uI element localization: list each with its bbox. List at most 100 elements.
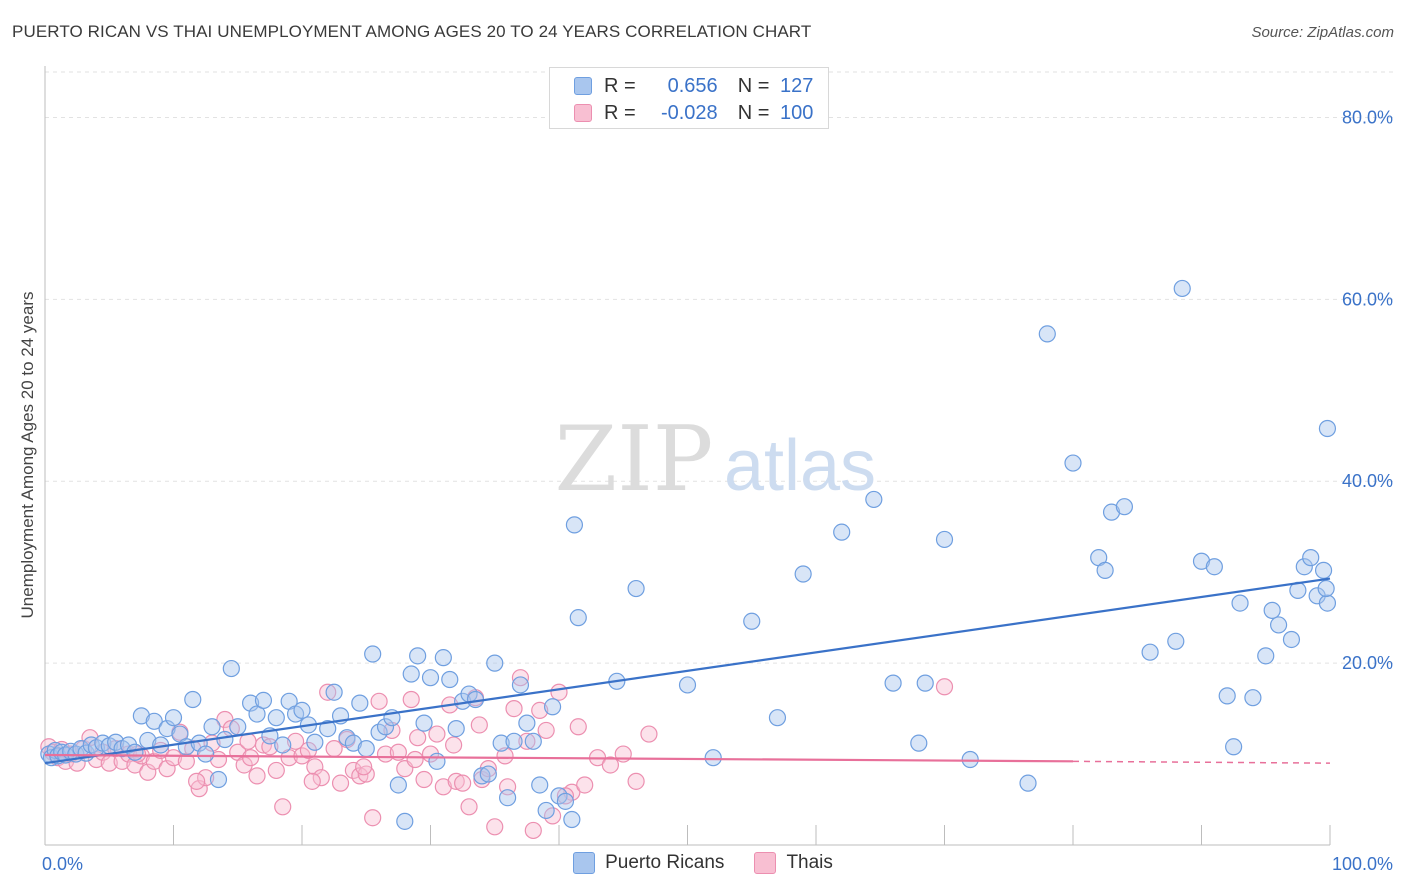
puerto-rican-point xyxy=(351,694,369,712)
puerto-rican-point xyxy=(833,523,851,541)
puerto-rican-point xyxy=(1064,454,1082,472)
puerto-rican-point xyxy=(107,733,125,751)
puerto-rican-point xyxy=(569,609,587,627)
thai-point xyxy=(454,774,472,792)
puerto-rican-point xyxy=(743,612,761,630)
r-label: R = xyxy=(604,74,636,97)
thai-point xyxy=(537,721,555,740)
thai-point xyxy=(197,769,215,787)
puerto-rican-point xyxy=(1167,632,1185,650)
puerto-rican-point xyxy=(184,690,202,709)
y-tick-labels: 20.0% 40.0% 60.0% 80.0% xyxy=(1342,107,1393,673)
thai-point xyxy=(139,763,157,781)
thai-point xyxy=(286,732,305,750)
puerto-rican-point xyxy=(1244,689,1262,707)
puerto-rican-point xyxy=(678,676,697,694)
puerto-rican-point xyxy=(627,579,645,598)
puerto-rican-point xyxy=(145,712,163,730)
legend-item-puerto-ricans: Puerto Ricans xyxy=(573,852,724,874)
puerto-rican-point xyxy=(434,649,452,667)
puerto-rican-point xyxy=(1302,549,1320,567)
puerto-rican-point xyxy=(531,776,549,794)
r-value: 0.656 xyxy=(667,74,718,97)
x-tick-label: 0.0% xyxy=(42,854,83,874)
puerto-rican-point xyxy=(511,676,530,694)
thai-point xyxy=(319,683,337,701)
puerto-rican-point xyxy=(505,732,523,750)
trend-lines xyxy=(44,577,1331,765)
thai-point xyxy=(505,699,523,718)
puerto-rican-point xyxy=(364,645,382,663)
thai-point xyxy=(406,750,424,769)
thai-point xyxy=(445,736,463,754)
legend-swatch-blue xyxy=(574,77,592,95)
thai-point xyxy=(496,747,514,765)
legend-row-puerto-ricans: R = 0.656 N = 127 xyxy=(574,73,813,99)
thais-points xyxy=(40,669,954,840)
puerto-rican-point xyxy=(396,812,414,830)
legend-swatch-pink xyxy=(754,852,777,874)
puerto-rican-point xyxy=(1257,647,1275,665)
thai-point xyxy=(531,701,549,720)
puerto-rican-point xyxy=(1225,738,1243,756)
puerto-rican-point xyxy=(389,776,407,794)
puerto-rican-point xyxy=(935,530,954,549)
legend-swatch-pink xyxy=(574,104,592,122)
puerto-rican-point xyxy=(556,792,575,810)
thai-point xyxy=(640,725,658,743)
thai-point xyxy=(364,809,382,827)
thai-point xyxy=(569,718,587,736)
y-tick-label: 60.0% xyxy=(1342,289,1393,309)
puerto-rican-point xyxy=(916,674,934,692)
thai-point xyxy=(434,778,452,796)
thai-point xyxy=(267,761,285,780)
puerto-rican-point xyxy=(1141,643,1159,661)
thai-point xyxy=(306,758,324,776)
thai-point xyxy=(428,725,446,743)
puerto-rican-point xyxy=(242,694,260,712)
puerto-rican-point xyxy=(1192,552,1211,570)
puerto-rican-point xyxy=(910,734,928,752)
puerto-rican-point xyxy=(325,683,343,701)
r-value: -0.028 xyxy=(660,101,718,124)
puerto-rican-point xyxy=(486,654,504,672)
thai-point xyxy=(248,767,266,785)
thai-point xyxy=(576,776,594,794)
puerto-rican-point xyxy=(518,714,536,732)
puerto-rican-point xyxy=(441,670,459,689)
puerto-rican-point xyxy=(794,565,812,583)
legend-swatch-blue xyxy=(573,852,596,874)
thai-point xyxy=(331,774,350,792)
thais-trend-line-dashed xyxy=(1072,760,1331,764)
legend-label: Thais xyxy=(786,852,833,873)
puerto-rican-point xyxy=(543,698,562,716)
y-tick-label: 80.0% xyxy=(1342,107,1393,127)
puerto-rican-point xyxy=(222,659,240,678)
thai-point xyxy=(470,716,488,734)
puerto-rican-point xyxy=(1038,325,1056,343)
thai-point xyxy=(402,690,420,709)
puerto-rican-point xyxy=(704,749,722,767)
thai-point xyxy=(627,772,645,790)
puerto-rican-point xyxy=(1019,774,1037,792)
puerto-rican-point xyxy=(158,719,176,738)
puerto-rican-point xyxy=(1295,558,1313,576)
thai-point xyxy=(511,669,530,687)
puerto-rican-point xyxy=(473,767,491,785)
thai-point xyxy=(486,818,504,836)
thai-point xyxy=(312,769,330,787)
puerto-rican-point xyxy=(1102,503,1121,521)
puerto-rican-point xyxy=(563,810,581,829)
puerto-rican-point xyxy=(524,732,542,750)
thai-point xyxy=(145,752,163,770)
thai-point xyxy=(370,692,388,710)
legend-item-thais: Thais xyxy=(754,852,833,874)
puerto-ricans-trend-line xyxy=(44,577,1331,765)
puerto-rican-point xyxy=(492,734,510,752)
puerto-rican-point xyxy=(126,743,144,761)
puerto-rican-point xyxy=(209,770,228,789)
puerto-rican-point xyxy=(447,719,465,738)
puerto-rican-point xyxy=(402,665,420,683)
puerto-rican-point xyxy=(768,709,787,727)
